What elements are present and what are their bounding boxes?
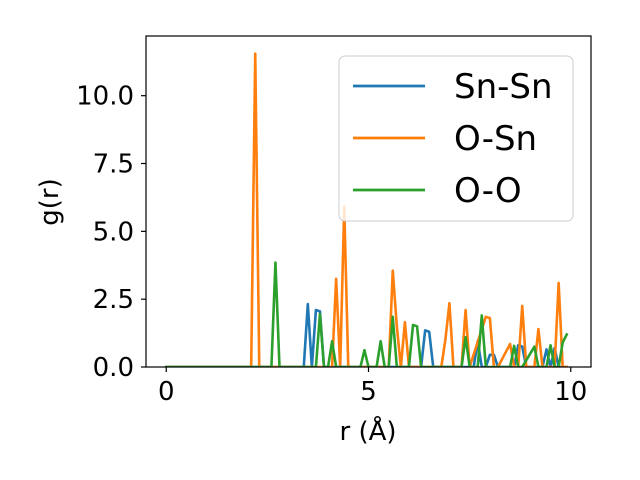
series-line-o-o [164, 261, 569, 367]
y-axis-label: g(r) [35, 178, 65, 225]
legend-label-o-o: O-O [454, 171, 522, 211]
legend: Sn-Sn O-Sn O-O [338, 55, 574, 222]
y-tick-label: 10.0 [76, 82, 134, 112]
x-tick-label: 0 [158, 377, 175, 407]
series-line-sn-sn [164, 302, 569, 367]
legend-label-sn-sn: Sn-Sn [454, 67, 553, 107]
y-axis: 0.0 2.5 5.0 7.5 10.0 [76, 82, 146, 383]
series-line-o-sn [164, 52, 569, 367]
x-axis-label: r (Å) [339, 415, 396, 447]
x-tick-label: 10 [554, 377, 587, 407]
legend-box [338, 55, 574, 222]
series-layer [164, 52, 569, 367]
y-tick-label: 2.5 [93, 285, 134, 315]
x-tick-label: 5 [360, 377, 377, 407]
y-tick-label: 0.0 [93, 353, 134, 383]
legend-label-o-sn: O-Sn [454, 119, 537, 159]
x-axis: 0 5 10 [158, 367, 587, 407]
y-tick-label: 5.0 [93, 217, 134, 247]
y-tick-label: 7.5 [93, 150, 134, 180]
plot-area [164, 52, 569, 367]
